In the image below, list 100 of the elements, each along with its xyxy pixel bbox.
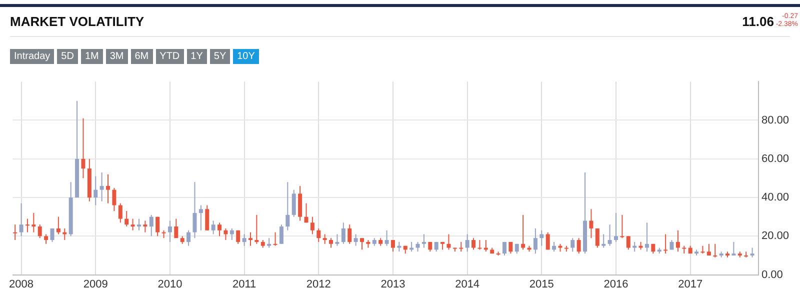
candlestick [521,214,526,250]
candlestick [552,241,556,252]
x-tick-label: 2008 [9,278,34,290]
candlestick [211,220,216,235]
text: 5Y [210,49,230,64]
candlestick [360,238,364,250]
candlestick [664,234,668,254]
candlestick [136,218,141,231]
candlestick [32,212,36,233]
candlestick [465,234,470,252]
candlestick [632,241,637,252]
candlestick [546,232,550,250]
candlestick [576,238,581,254]
candlestick [304,202,308,224]
candlestick [472,238,476,250]
candlestick [589,208,594,239]
candlestick [224,228,228,241]
x-tick-label: 2010 [158,278,182,290]
candlestick [341,222,346,244]
chart-title: MARKET VOLATILITY [10,14,144,29]
x-tick-label: 2013 [380,278,406,290]
text: 1M [80,49,103,64]
candlestick [620,214,624,239]
x-tick-label: 2009 [83,278,108,290]
candlestick [676,230,680,252]
candlestick [205,204,210,231]
candlestick [348,224,352,244]
candlestick [143,220,148,233]
candlestick [286,182,290,231]
candlestick [416,241,420,252]
candlestick [254,214,259,244]
text: 11.06 [742,14,774,29]
y-tick-label: 0.00 [761,268,783,281]
candlestick [279,224,284,244]
candlestick [230,228,234,241]
candlestick [198,204,203,231]
candlestick [732,241,736,256]
candlestick [149,214,154,237]
y-tick-label: 80.00 [761,114,790,126]
candlestick [130,218,135,231]
candlestick [644,222,649,252]
candlestick [570,238,575,252]
text: YTD [156,49,184,64]
text: 6M [130,49,153,64]
candlestick [13,224,18,241]
candlestick [292,189,296,218]
candlestick [267,238,272,248]
candlestick [335,234,340,246]
text: 10Y [233,49,259,64]
candlestick [298,185,302,222]
candlestick [25,218,30,233]
candlestick [602,234,606,248]
candlestick [422,234,426,248]
x-tick-label: 2011 [232,278,256,290]
candlestick [390,240,395,252]
candlestick [750,247,754,258]
candlestick [186,230,191,246]
candlestick [384,230,389,246]
candlestick [354,234,358,246]
candlestick [248,232,252,246]
candlestick [156,216,160,237]
candlestick [94,176,98,206]
x-tick-label: 2016 [604,278,628,290]
candlestick [713,243,718,258]
candlestick [595,228,600,248]
x-tick-label: 2014 [455,278,480,290]
text: 5D [57,49,78,64]
x-tick-label: 2017 [678,278,703,290]
candlestick [174,218,178,239]
candlestick [397,241,402,252]
candlestick [56,216,60,235]
x-tick-label: 2012 [306,278,331,290]
candlestick [218,222,222,237]
candlestick [502,241,506,256]
candlestick [706,243,711,256]
candlestick [118,202,122,224]
candlestick [168,220,172,242]
candlestick [478,240,482,250]
candlestick [236,230,240,244]
candlestick [614,212,618,242]
candlestick [192,182,197,239]
candlestick [273,232,278,246]
candlestick [106,174,110,204]
text: 1Y [186,49,207,64]
candlestick [19,202,24,237]
text: Intraday [10,49,54,64]
y-tick-label: 40.00 [761,192,790,204]
candlestick [329,238,334,248]
candlestick [446,234,451,250]
y-tick-label: 60.00 [761,152,790,165]
candlestick [459,241,464,252]
x-tick-label: 2015 [529,278,554,290]
text: 3M [106,49,128,64]
candlestick [310,216,314,235]
candlestick [100,172,104,202]
y-tick-label: 20.00 [761,230,790,242]
candlestick [124,210,129,227]
candlestick [242,234,246,246]
candlestick [50,228,54,242]
candlestick [38,224,42,239]
